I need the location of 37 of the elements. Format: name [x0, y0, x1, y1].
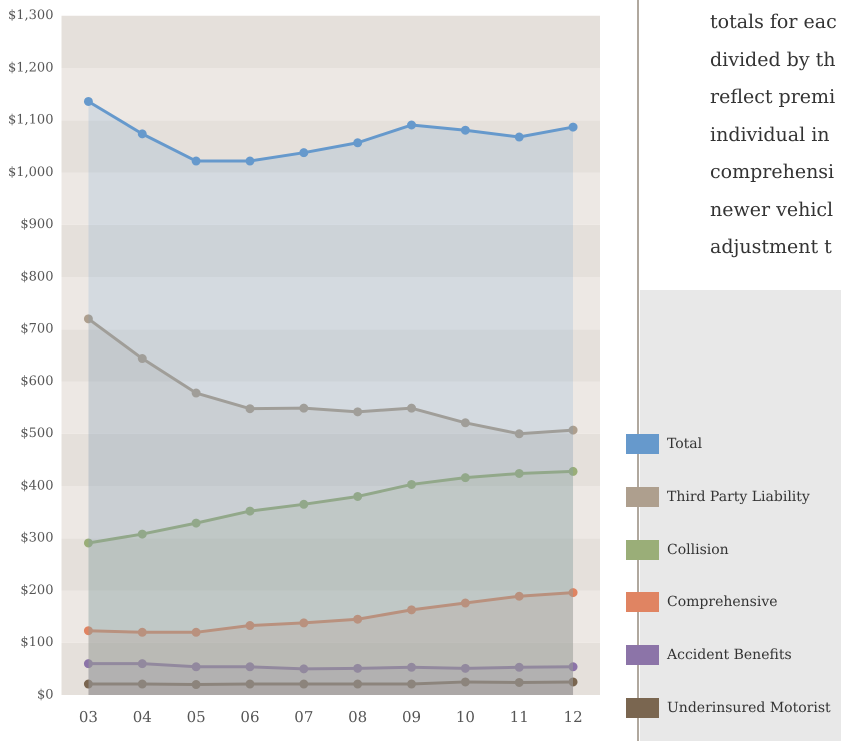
x-tick-label: 08	[348, 708, 368, 726]
x-tick-label: 07	[294, 708, 314, 726]
y-tick-label: $600	[20, 374, 54, 389]
x-tick-label: 09	[402, 708, 422, 726]
y-tick-label: $0	[36, 687, 54, 702]
x-tick-label: 10	[456, 708, 475, 726]
legend-label: Underinsured Motorist	[667, 700, 831, 716]
x-tick-label: 06	[240, 708, 260, 726]
text: totals for eac	[710, 10, 837, 35]
y-tick-label: $700	[20, 322, 54, 337]
legend-label: Total	[667, 436, 702, 452]
x-tick-label: 12	[564, 708, 583, 726]
y-tick-label: $400	[20, 478, 54, 494]
text: reflect premi	[710, 85, 836, 110]
y-tick-label: $900	[20, 217, 54, 232]
y-tick-label: $1,000	[8, 164, 54, 180]
x-tick-label: 05	[186, 708, 206, 726]
text: divided by th	[710, 48, 836, 72]
text: adjustment t	[710, 235, 833, 260]
x-tick-label: 04	[132, 708, 152, 726]
text: individual in	[710, 122, 831, 148]
y-tick-label: $1,200	[8, 60, 54, 76]
y-tick-label: $1,100	[8, 112, 54, 128]
y-tick-label: $500	[20, 426, 54, 442]
legend-label: Third Party Liability	[667, 489, 810, 506]
text: newer vehicl	[710, 198, 834, 222]
x-tick-label: 03	[78, 708, 98, 726]
y-tick-label: $100	[20, 635, 54, 650]
x-tick-label: 11	[510, 708, 529, 726]
legend-label: Collision	[667, 542, 729, 558]
y-tick-label: $200	[20, 582, 54, 598]
y-tick-label: $1,300	[8, 8, 54, 24]
y-tick-label: $300	[20, 530, 54, 546]
legend-label: Accident Benefits	[667, 647, 792, 664]
y-tick-label: $800	[20, 269, 54, 284]
text: comprehensi	[710, 160, 836, 185]
legend-label: Comprehensive	[667, 594, 778, 610]
